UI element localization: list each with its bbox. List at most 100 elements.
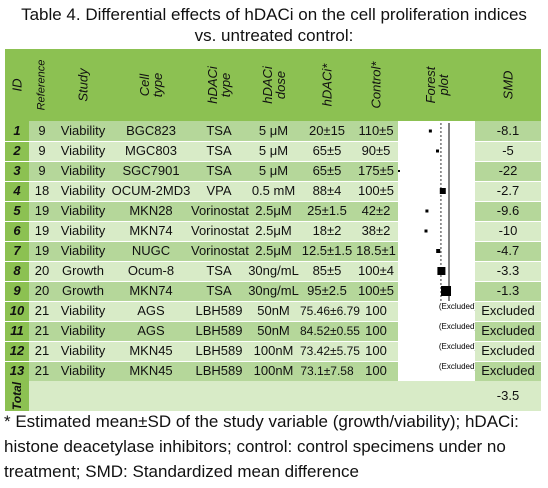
cell-smd: Excluded	[481, 323, 535, 338]
row-id: 1	[5, 121, 29, 141]
table-caption: Table 4. Differential effects of hDACi o…	[0, 4, 548, 46]
cell-smd: Excluded	[481, 303, 535, 318]
total-smd: -3.5	[496, 388, 520, 403]
row-id: 7	[5, 241, 29, 261]
header-hdaci-dose: hDACi dose	[259, 66, 288, 104]
cell-control: 100	[365, 303, 387, 318]
forest-point	[398, 170, 400, 172]
cell-type: LBH589	[195, 303, 243, 318]
cell-hdaci: 12.5±1.5	[301, 243, 353, 258]
cell-ref: 21	[34, 363, 50, 378]
cell-dose: 5 μM	[258, 143, 289, 158]
caption-line-2: vs. untreated control:	[194, 26, 354, 45]
cell-control: 42±2	[361, 203, 391, 218]
cell-hdaci: 65±5	[312, 143, 342, 158]
header-control: Control*	[368, 61, 384, 109]
row-separator	[5, 361, 541, 362]
cell-dose: 100nM	[253, 343, 294, 358]
cell-dose: 5 μM	[258, 123, 289, 138]
cell-type: TSA	[206, 123, 232, 138]
row-id: 10	[5, 301, 29, 321]
cell-ref: 9	[38, 123, 46, 138]
cell-hdaci: 65±5	[312, 163, 342, 178]
cell-ref: 19	[34, 243, 50, 258]
cell-dose: 2.5μM	[255, 243, 292, 258]
row-separator	[5, 241, 541, 242]
cell-control: 110±5	[358, 123, 394, 138]
cell-type: Vorinostat	[191, 223, 249, 238]
cell-study: Viability	[60, 323, 106, 338]
forest-point	[425, 209, 429, 213]
cell-hdaci: 88±4	[312, 183, 342, 198]
cell-smd: -3.3	[496, 263, 520, 278]
cell-study: Growth	[62, 283, 104, 298]
row-id: 12	[5, 341, 29, 361]
cell-control: 18.5±1	[356, 243, 396, 258]
table-header-row: ID Reference Study Cell type hDACi type …	[5, 49, 541, 121]
cell-study: Viability	[60, 243, 106, 258]
cell-ref: 18	[34, 183, 50, 198]
row-id: 2	[5, 141, 29, 161]
cell-dose: 2.5μM	[255, 203, 292, 218]
forest-point	[441, 286, 452, 296]
forest-excluded-label: (Excluded)	[439, 342, 475, 351]
cell-ref: 9	[38, 163, 46, 178]
cell-control: 100±5	[357, 283, 395, 298]
cell-dose: 2.5μM	[255, 223, 292, 238]
cell-type: Vorinostat	[191, 243, 249, 258]
cell-hdaci: 73.42±5.75	[300, 344, 360, 358]
results-table: ID Reference Study Cell type hDACi type …	[5, 49, 541, 411]
cell-type: TSA	[206, 163, 232, 178]
cell-hdaci: 20±15	[308, 123, 346, 138]
cell-study: Viability	[60, 123, 106, 138]
cell-cell: SGC7901	[122, 163, 180, 178]
cell-control: 100	[365, 363, 387, 378]
cell-cell: MKN74	[129, 283, 173, 298]
cell-smd: -1.3	[496, 283, 520, 298]
header-reference: Reference	[35, 59, 48, 111]
cell-smd: -2.7	[496, 183, 520, 198]
forest-excluded-label: (Excluded)	[439, 362, 475, 371]
row-separator	[5, 141, 541, 142]
cell-cell: MGC803	[124, 143, 178, 158]
row-separator	[5, 161, 541, 162]
cell-ref: 19	[34, 203, 50, 218]
cell-smd: -10	[498, 223, 518, 238]
cell-type: VPA	[206, 183, 232, 198]
cell-cell: Ocum-8	[127, 263, 175, 278]
cell-control: 100	[365, 343, 387, 358]
cell-study: Viability	[60, 143, 106, 158]
forest-plot-svg: (Excluded) (Excluded) (Excluded) (Excluded)	[398, 123, 477, 371]
cell-cell: BGC823	[126, 123, 176, 138]
cell-study: Viability	[60, 203, 106, 218]
cell-ref: 9	[38, 143, 46, 158]
row-id: 8	[5, 261, 29, 281]
cell-cell: MKN74	[129, 223, 173, 238]
forest-excluded-label: (Excluded)	[439, 302, 475, 311]
cell-smd: Excluded	[481, 363, 535, 378]
cell-study: Viability	[60, 303, 106, 318]
cell-control: 100±5	[357, 183, 395, 198]
cell-hdaci: 25±1.5	[307, 203, 347, 218]
cell-control: 100	[365, 323, 387, 338]
cell-cell: AGS	[137, 303, 165, 318]
cell-smd: -4.7	[496, 243, 520, 258]
row-separator	[5, 201, 541, 202]
header-study: Study	[75, 68, 91, 102]
row-id: 9	[5, 281, 29, 301]
cell-type: LBH589	[195, 343, 243, 358]
cell-ref: 21	[34, 323, 50, 338]
total-label-cell: Total	[5, 381, 29, 411]
cell-cell: AGS	[137, 323, 165, 338]
row-separator	[5, 281, 541, 282]
row-separator	[5, 301, 541, 302]
total-row: Total -3.5	[5, 381, 541, 411]
cell-smd: -22	[498, 163, 518, 178]
cell-smd: -8.1	[496, 123, 520, 138]
forest-point	[424, 229, 428, 233]
cell-hdaci: 75.46±6.79	[300, 304, 360, 318]
cell-dose: 5 μM	[258, 163, 289, 178]
cell-dose: 0.5 mM	[251, 183, 296, 198]
row-id: 11	[5, 321, 29, 341]
cell-hdaci: 85±5	[312, 263, 342, 278]
